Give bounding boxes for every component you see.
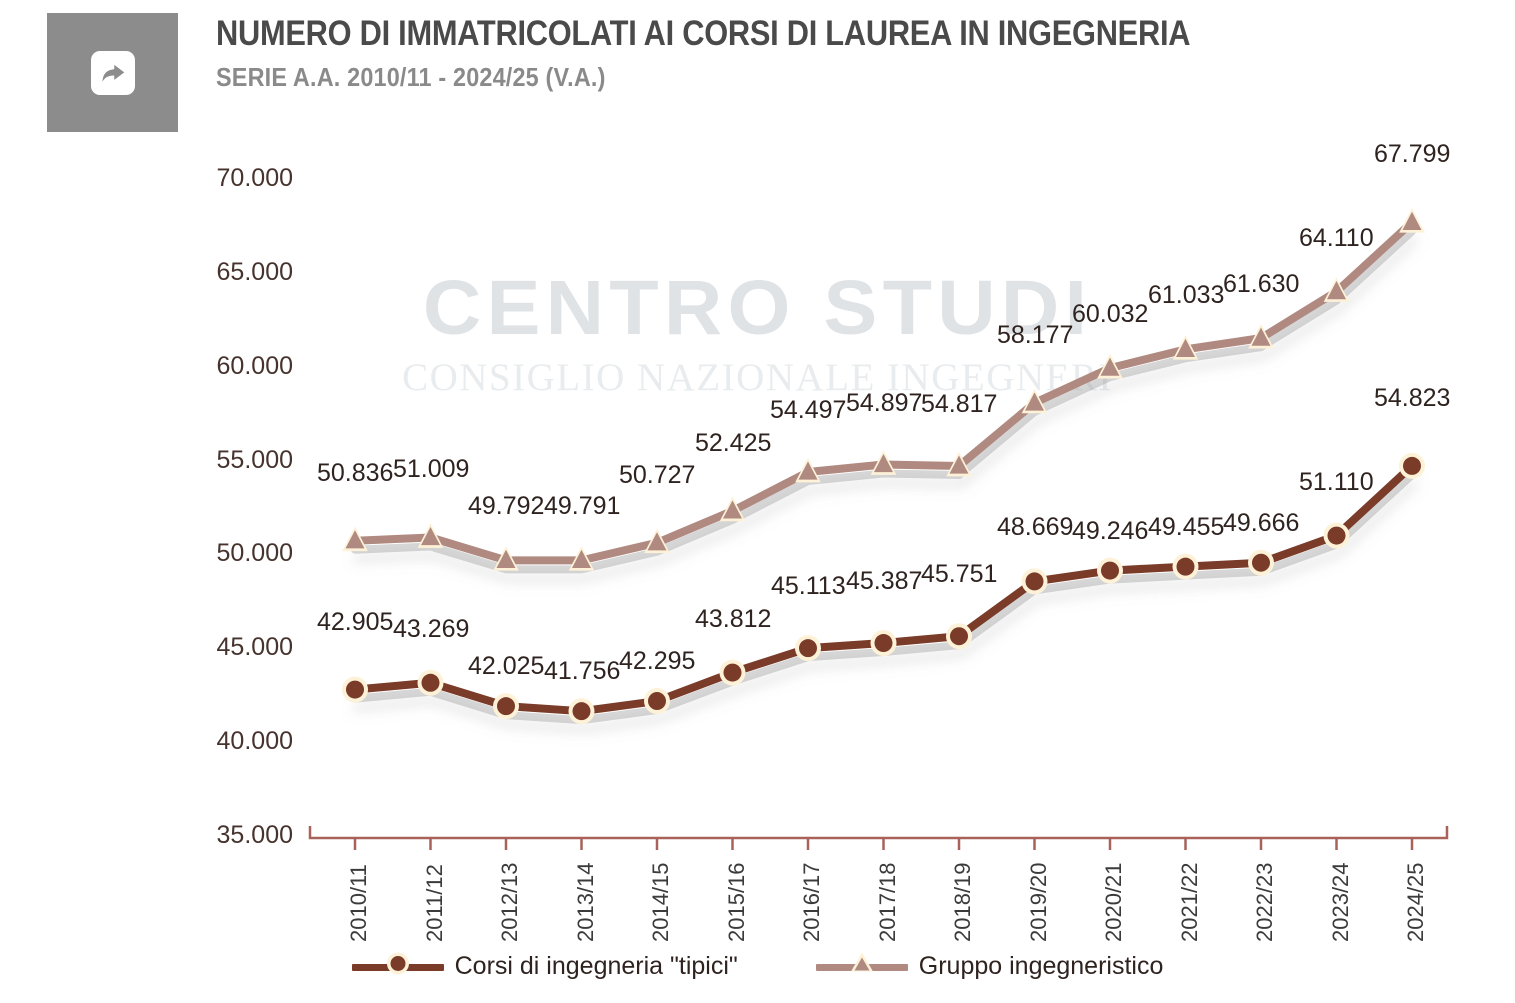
x-axis-tick-label: 2016/17 — [799, 862, 824, 942]
share-arrow-icon — [90, 50, 135, 95]
data-point-label: 54.823 — [1374, 384, 1451, 412]
data-point-label: 58.177 — [997, 321, 1074, 349]
data-point-label: 52.425 — [695, 429, 772, 457]
x-axis-tick-label: 2020/21 — [1101, 862, 1126, 942]
x-axis-tick-label: 2014/15 — [648, 862, 673, 942]
x-axis-tick-label: 2019/20 — [1025, 862, 1051, 942]
data-point-label: 43.269 — [393, 615, 470, 643]
legend-item-label: Gruppo ingegneristico — [918, 952, 1164, 980]
page-subtitle: SERIE A.A. 2010/11 - 2024/25 (V.A.) — [216, 62, 606, 92]
data-point-label: 43.812 — [695, 605, 772, 633]
legend-item-gruppo[interactable]: Gruppo ingegneristico — [815, 952, 1164, 981]
y-axis-tick-label: 60.000 — [216, 351, 293, 380]
chart-legend: Corsi di ingegneria "tipici" Gruppo ingeg… — [0, 952, 1515, 981]
data-point-label: 49.455 — [1148, 513, 1225, 541]
data-point-label: 49.791 — [544, 492, 621, 520]
y-axis-tick-label: 45.000 — [216, 633, 293, 662]
data-point-label: 50.727 — [619, 461, 696, 489]
data-point-label: 67.799 — [1374, 140, 1451, 168]
y-axis-tick-label: 50.000 — [216, 539, 293, 568]
x-axis-tick-label: 2024/25 — [1403, 862, 1428, 942]
data-point-label: 49.792 — [468, 492, 545, 520]
y-axis-tick-label: 35.000 — [216, 821, 293, 849]
x-axis-tick-label: 2011/12 — [421, 864, 447, 942]
data-point-label: 61.033 — [1148, 281, 1225, 309]
y-axis-tick-label: 55.000 — [216, 445, 293, 474]
data-point-label: 45.387 — [846, 567, 923, 595]
data-point-label: 42.295 — [619, 647, 696, 675]
data-point-label: 61.630 — [1223, 270, 1300, 298]
data-point-label: 51.110 — [1299, 468, 1374, 496]
x-axis-tick-label: 2021/22 — [1176, 862, 1202, 942]
x-axis-line — [308, 826, 1449, 840]
data-point-label: 49.246 — [1072, 517, 1149, 545]
data-point-label: 60.032 — [1072, 300, 1149, 328]
x-axis-tick-label: 2015/16 — [723, 862, 749, 942]
data-point-label: 49.666 — [1223, 509, 1300, 537]
x-axis-tick-label: 2017/18 — [874, 862, 900, 942]
data-point-label: 50.836 — [317, 459, 394, 487]
legend-item-tipici[interactable]: Corsi di ingegneria "tipici" — [351, 952, 738, 981]
legend-item-label: Corsi di ingegneria "tipici" — [454, 952, 738, 980]
data-point-label: 42.025 — [468, 652, 545, 680]
x-axis-tick-label: 2022/23 — [1252, 862, 1277, 942]
y-axis-tick-label: 65.000 — [216, 257, 293, 286]
data-point-label: 51.009 — [393, 455, 470, 483]
x-axis-tick-label: 2018/19 — [950, 862, 975, 942]
legend-key-circle-icon — [351, 952, 444, 978]
y-axis-tick-label: 70.000 — [216, 164, 293, 192]
data-point-label: 64.110 — [1299, 224, 1374, 252]
data-point-label: 45.113 — [771, 572, 846, 600]
page-title: NUMERO DI IMMATRICOLATI AI CORSI DI LAUR… — [216, 14, 1191, 53]
data-point-label: 54.897 — [846, 389, 923, 417]
data-point-label: 45.751 — [921, 560, 998, 588]
legend-key-triangle-icon — [815, 952, 908, 978]
x-axis-tick-label: 2010/11 — [346, 864, 371, 942]
share-badge[interactable] — [47, 13, 178, 132]
x-axis-tick-label: 2023/24 — [1327, 862, 1353, 942]
data-point-label: 42.905 — [317, 608, 394, 636]
data-point-label: 41.756 — [544, 657, 621, 685]
y-axis-tick-label: 40.000 — [216, 727, 293, 756]
data-point-label: 54.817 — [921, 390, 998, 418]
data-point-label: 54.497 — [770, 396, 847, 424]
x-axis-tick-label: 2012/13 — [497, 862, 522, 942]
x-axis-tick-label: 2013/14 — [572, 862, 598, 942]
data-point-label: 48.669 — [997, 513, 1074, 541]
